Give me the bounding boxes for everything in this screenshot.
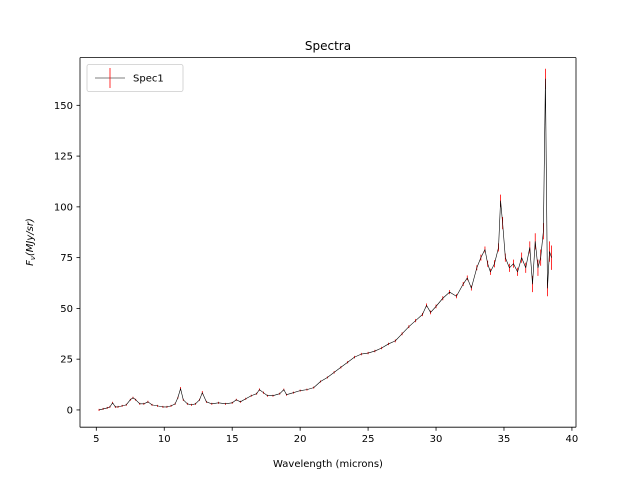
y-axis-title-rest: (MJy/sr) xyxy=(25,218,36,256)
y-tick-label: 150 xyxy=(54,101,73,112)
x-axis-ticks: 5 10 15 20 25 30 35 40 xyxy=(93,427,578,445)
x-tick-label: 30 xyxy=(430,434,443,445)
plot-area xyxy=(80,57,576,428)
y-tick-label: 125 xyxy=(54,152,73,163)
y-tick-label: 25 xyxy=(60,355,73,366)
chart-title: Spectra xyxy=(305,39,351,53)
y-axis-title-sub: ν xyxy=(29,256,37,260)
x-tick-label: 25 xyxy=(362,434,375,445)
y-tick-label: 50 xyxy=(60,304,73,315)
x-axis-title: Wavelength (microns) xyxy=(273,459,383,470)
x-tick-label: 10 xyxy=(158,434,171,445)
x-tick-label: 20 xyxy=(294,434,307,445)
y-tick-label: 0 xyxy=(67,405,73,416)
legend-box xyxy=(86,64,184,92)
legend: Spec1 xyxy=(86,64,184,92)
y-axis-title-main: F xyxy=(25,260,36,266)
x-tick-label: 35 xyxy=(498,434,511,445)
x-tick-label: 15 xyxy=(226,434,239,445)
y-axis-title: Fν(MJy/sr) xyxy=(25,218,37,266)
series-line-spec1 xyxy=(98,78,552,411)
y-tick-label: 75 xyxy=(60,253,73,264)
y-tick-label: 100 xyxy=(54,202,73,213)
axes-frame xyxy=(79,57,577,428)
y-axis-ticks: 0 25 50 75 100 125 150 xyxy=(54,101,80,416)
x-tick-label: 40 xyxy=(566,434,579,445)
legend-label-spec1: Spec1 xyxy=(133,74,164,85)
x-tick-label: 5 xyxy=(93,434,99,445)
